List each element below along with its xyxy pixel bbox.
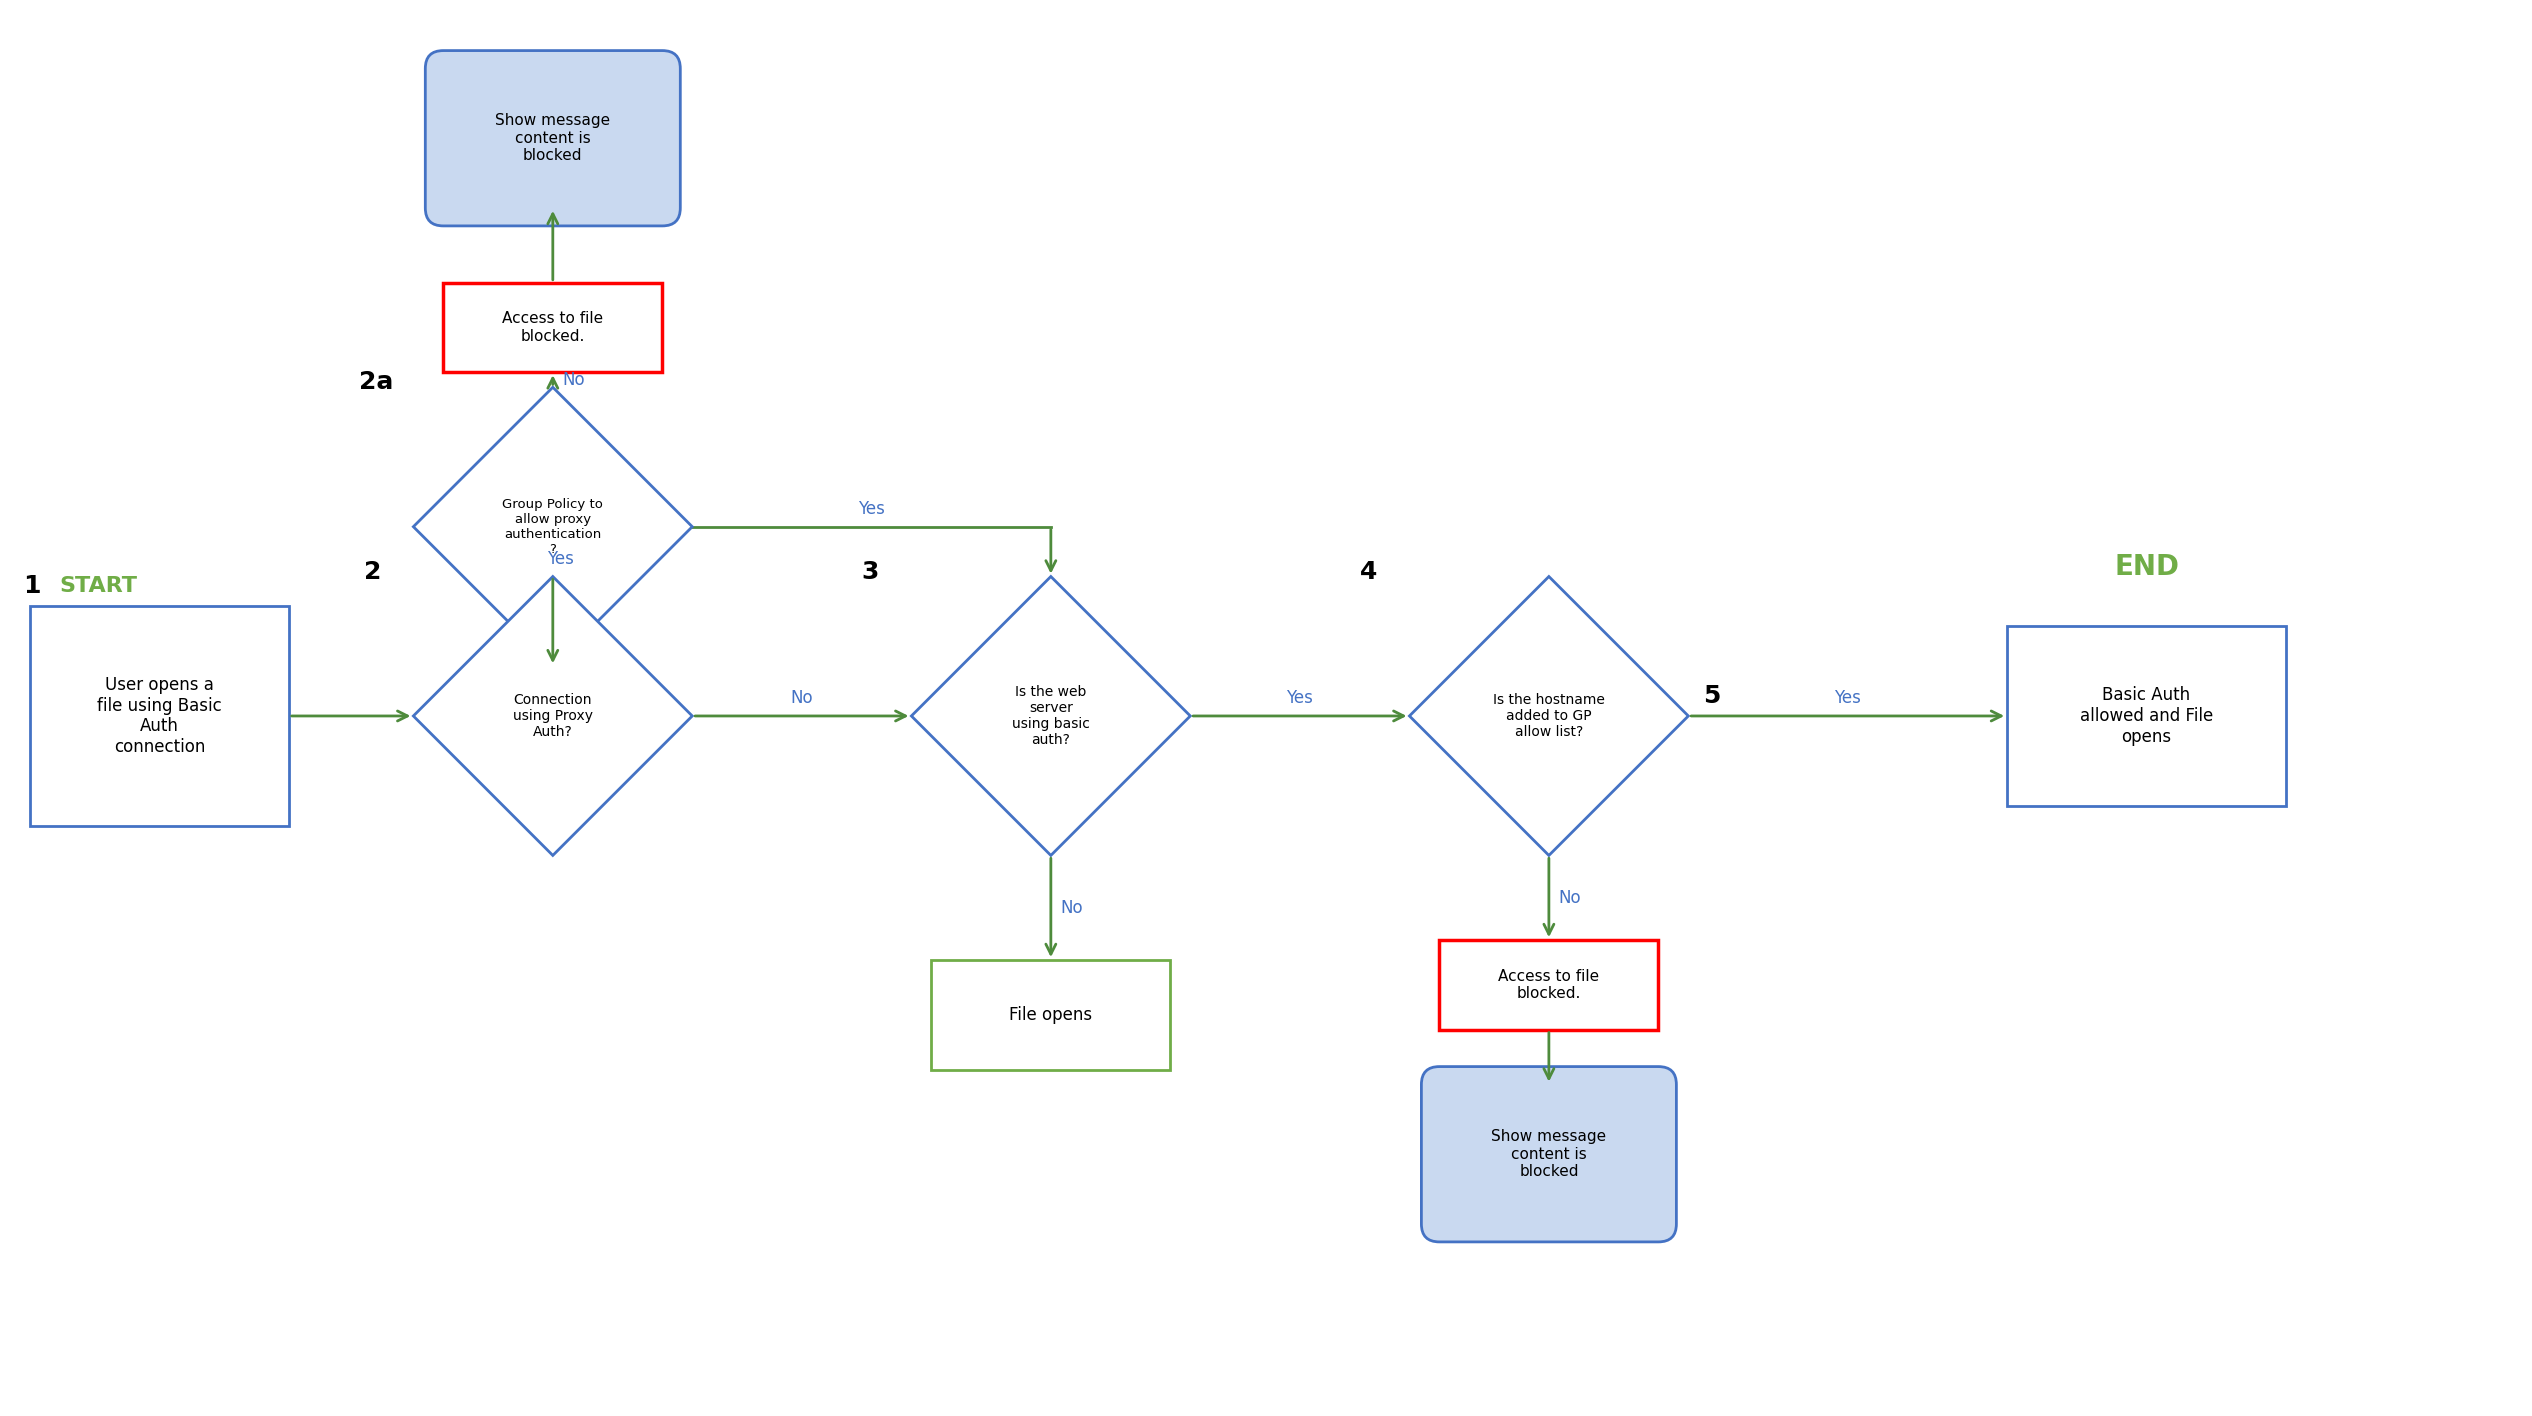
FancyBboxPatch shape [1438, 940, 1658, 1029]
FancyBboxPatch shape [2008, 626, 2286, 806]
Polygon shape [1410, 576, 1689, 855]
Text: Connection
using Proxy
Auth?: Connection using Proxy Auth? [514, 692, 592, 739]
Text: Show message
content is
blocked: Show message content is blocked [1491, 1130, 1605, 1180]
Text: Access to file
blocked.: Access to file blocked. [1499, 969, 1600, 1001]
Text: No: No [562, 371, 585, 389]
Polygon shape [912, 576, 1190, 855]
Text: No: No [1061, 899, 1084, 916]
FancyBboxPatch shape [443, 283, 663, 372]
Text: Is the hostname
added to GP
allow list?: Is the hostname added to GP allow list? [1494, 692, 1605, 739]
FancyBboxPatch shape [425, 51, 681, 227]
Text: Yes: Yes [858, 500, 886, 518]
Text: 2: 2 [365, 559, 380, 583]
Text: Yes: Yes [1286, 690, 1314, 707]
FancyBboxPatch shape [30, 606, 289, 826]
Text: No: No [790, 690, 813, 707]
FancyBboxPatch shape [932, 960, 1170, 1069]
Text: 4: 4 [1360, 559, 1377, 583]
Text: Yes: Yes [547, 549, 575, 568]
Text: Access to file
blocked.: Access to file blocked. [501, 312, 603, 344]
Text: User opens a
file using Basic
Auth
connection: User opens a file using Basic Auth conne… [96, 675, 223, 756]
Polygon shape [413, 387, 691, 666]
Text: No: No [1560, 889, 1582, 906]
Text: Basic Auth
allowed and File
opens: Basic Auth allowed and File opens [2079, 687, 2213, 746]
Text: 3: 3 [861, 559, 879, 583]
Text: Group Policy to
allow proxy
authentication
?: Group Policy to allow proxy authenticati… [501, 497, 603, 555]
Text: 1: 1 [23, 575, 41, 599]
Text: Show message
content is
blocked: Show message content is blocked [496, 113, 610, 163]
Text: File opens: File opens [1010, 1005, 1091, 1024]
Text: 2a: 2a [360, 370, 392, 394]
FancyBboxPatch shape [1420, 1066, 1676, 1242]
Polygon shape [413, 576, 691, 855]
Text: 5: 5 [1704, 684, 1722, 708]
Text: Is the web
server
using basic
auth?: Is the web server using basic auth? [1013, 685, 1089, 748]
Text: Yes: Yes [1833, 690, 1861, 707]
Text: END: END [2114, 552, 2180, 581]
Text: START: START [61, 576, 137, 596]
